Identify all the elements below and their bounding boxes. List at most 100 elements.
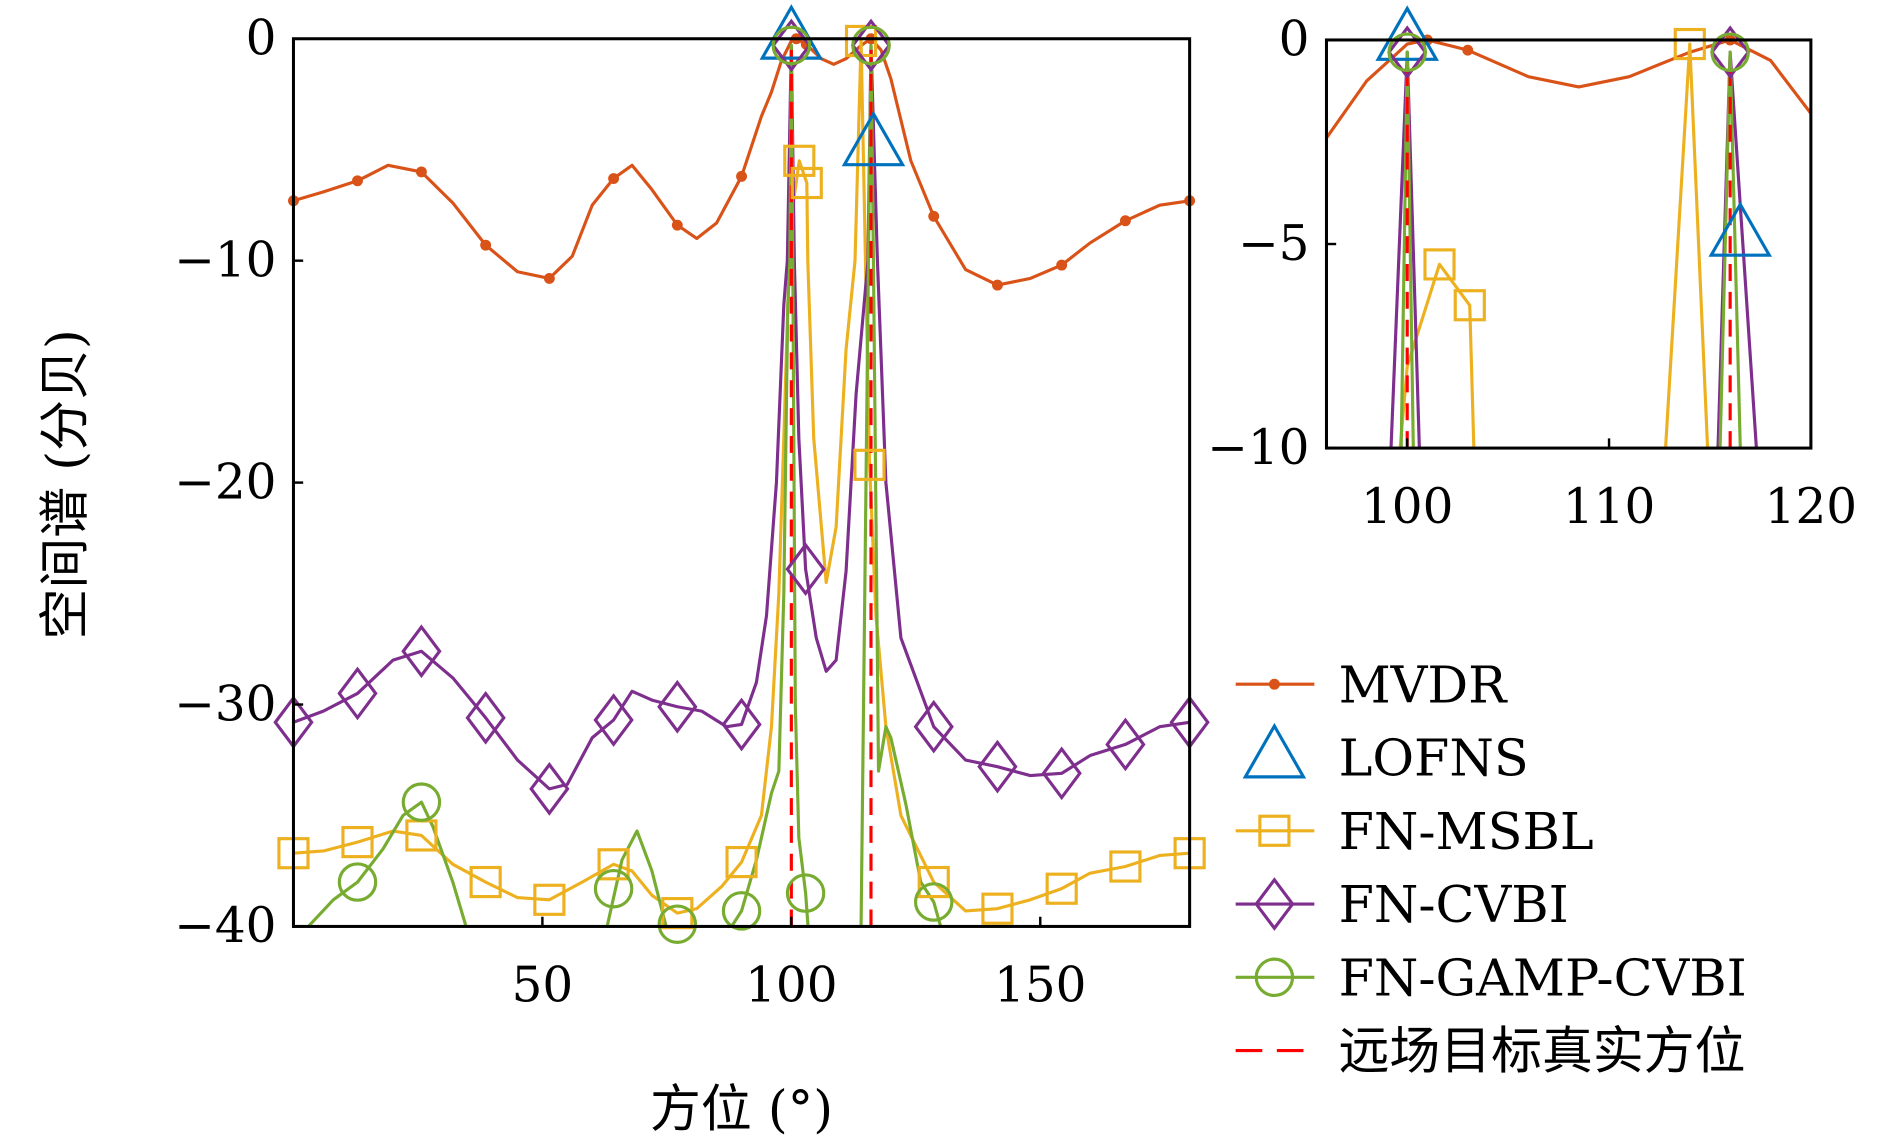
- y-tick-label: −10: [1207, 420, 1309, 476]
- fn-cvbi-marker: [1041, 746, 1082, 801]
- y-tick-label: −20: [174, 454, 276, 510]
- fn-gamp-cvbi-marker: [721, 891, 762, 931]
- mvdr-line: [293, 38, 1190, 287]
- fn-msbl-marker: [469, 865, 502, 899]
- mvdr-marker: [1119, 215, 1131, 227]
- x-tick-label: 50: [512, 958, 574, 1014]
- mvdr-marker: [1462, 44, 1474, 56]
- fn-cvbi-marker: [337, 666, 378, 721]
- mvdr-marker: [671, 219, 683, 231]
- y-tick-label: −40: [174, 898, 276, 954]
- legend-label: FN-MSBL: [1339, 802, 1594, 861]
- inset-plot-lines: [1326, 39, 1811, 449]
- legend: MVDR LOFNS FN-MSBL FN-CVBI FN-GAMP-CVBI 远场目标真…: [1235, 655, 1747, 1081]
- fn-msbl-marker: [725, 845, 758, 879]
- mvdr-marker: [736, 170, 747, 182]
- fn-gamp-cvbi-marker: [851, 25, 891, 66]
- fn-msbl-marker: [597, 848, 630, 881]
- legend-label: FN-CVBI: [1339, 875, 1569, 934]
- y-tick-label: −30: [174, 676, 276, 732]
- x-tick-label: 110: [1563, 479, 1655, 535]
- lofns-marker: [1708, 201, 1773, 257]
- fn-msbl-marker: [853, 448, 886, 481]
- legend-item-lofns: LOFNS: [1242, 722, 1529, 788]
- fn-gamp-cvbi-marker: [913, 882, 954, 922]
- fn-gamp-cvbi-marker: [1387, 32, 1427, 72]
- fn-cvbi-marker: [1387, 25, 1428, 80]
- legend-marker: [1254, 957, 1295, 998]
- lofns-marker: [841, 110, 906, 167]
- fn-gamp-cvbi-marker: [337, 862, 378, 902]
- main-plot-markers: [273, 4, 1210, 944]
- y-tick-label: 0: [246, 10, 277, 66]
- fn-cvbi-marker: [721, 697, 762, 752]
- legend-item-fn-cvbi: FN-CVBI: [1235, 875, 1569, 934]
- y-tick-label: −10: [174, 232, 276, 288]
- fn-gamp-cvbi-marker: [785, 873, 826, 913]
- fn-msbl-marker: [917, 865, 950, 899]
- mvdr-marker: [608, 173, 620, 185]
- fn-cvbi-marker: [785, 542, 826, 596]
- y-tick-label: −5: [1238, 216, 1309, 272]
- mvdr-marker: [928, 210, 940, 222]
- legend-item-fn-gamp-cvbi: FN-GAMP-CVBI: [1235, 948, 1747, 1007]
- x-tick-label: 100: [745, 958, 837, 1014]
- mvdr-marker: [352, 175, 363, 187]
- fn-gamp-cvbi-marker: [657, 904, 698, 944]
- mvdr-marker: [480, 239, 492, 251]
- inset-axis-ticks: 100 110 120 0 −5 −10: [1207, 12, 1857, 535]
- fn-cvbi-marker: [465, 690, 506, 745]
- fn-cvbi-marker: [977, 739, 1018, 794]
- x-axis-label: 方位 (°): [650, 1079, 833, 1138]
- fn-msbl-marker: [1423, 248, 1456, 281]
- legend-label: 远场目标真实方位: [1339, 1022, 1746, 1081]
- legend-marker: [1268, 678, 1280, 690]
- fn-gamp-cvbi-marker: [593, 868, 634, 909]
- mvdr-marker: [415, 166, 427, 178]
- fn-msbl-line: [1398, 42, 1710, 449]
- main-axis-ticks: 50 100 150 0 −10 −20 −30 −40: [174, 10, 1086, 1013]
- legend-label: FN-GAMP-CVBI: [1339, 948, 1747, 1007]
- fn-cvbi-marker: [593, 693, 634, 747]
- x-tick-label: 120: [1765, 479, 1857, 535]
- legend-marker: [1242, 722, 1307, 779]
- y-axis-label: 空间谱 (分贝): [36, 329, 95, 639]
- fn-gamp-cvbi-marker: [771, 25, 812, 66]
- fn-msbl-marker: [790, 166, 823, 200]
- legend-marker: [1258, 814, 1291, 847]
- fn-cvbi-marker: [913, 699, 954, 754]
- legend-item--: 远场目标真实方位: [1235, 1022, 1746, 1081]
- fn-msbl-marker: [981, 892, 1014, 925]
- fn-gamp-cvbi-line: [1399, 50, 1742, 449]
- x-tick-label: 100: [1361, 479, 1453, 535]
- x-tick-label: 150: [994, 958, 1086, 1014]
- inset-plot-markers: [1375, 5, 1773, 322]
- fn-cvbi-line: [293, 43, 1190, 791]
- mvdr-marker: [543, 272, 555, 284]
- fn-msbl-marker: [341, 826, 374, 859]
- mvdr-line: [1326, 39, 1811, 139]
- fn-gamp-cvbi-marker: [1710, 32, 1750, 72]
- fn-msbl-marker: [783, 144, 816, 177]
- legend-label: LOFNS: [1339, 729, 1529, 788]
- fn-cvbi-marker: [1105, 717, 1146, 772]
- fn-msbl-marker: [1673, 27, 1706, 61]
- fn-gamp-cvbi-line: [307, 43, 943, 927]
- fn-msbl-marker: [1045, 872, 1078, 905]
- legend-item-fn-msbl: FN-MSBL: [1235, 802, 1594, 861]
- main-axes-box: [291, 37, 1192, 928]
- y-tick-label: 0: [1279, 12, 1310, 68]
- mvdr-marker: [992, 279, 1003, 291]
- legend-marker: [1254, 877, 1295, 931]
- fn-msbl-marker: [1109, 850, 1142, 883]
- main-plot-lines: [293, 38, 1190, 927]
- lofns-marker: [1375, 5, 1439, 61]
- fn-cvbi-marker: [401, 624, 442, 679]
- legend-label: MVDR: [1339, 655, 1509, 714]
- fn-cvbi-marker: [1710, 25, 1751, 80]
- fn-gamp-cvbi-marker: [401, 782, 442, 822]
- fn-cvbi-marker: [657, 679, 698, 734]
- legend-item-mvdr: MVDR: [1235, 655, 1509, 714]
- fn-msbl-marker: [1453, 289, 1486, 322]
